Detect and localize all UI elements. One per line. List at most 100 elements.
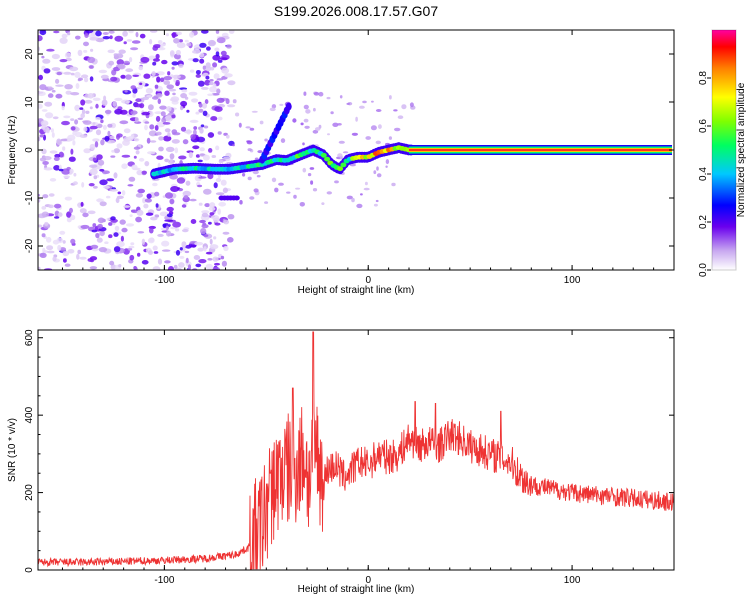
- noise-blob: [66, 217, 72, 223]
- noise-blob: [139, 33, 146, 39]
- noise-blob: [214, 47, 220, 52]
- ridge-core: [324, 156, 331, 162]
- noise-blob: [41, 233, 46, 238]
- noise-blob: [38, 136, 41, 142]
- noise-blob: [51, 67, 61, 71]
- noise-blob: [73, 172, 77, 177]
- noise-blob: [171, 114, 176, 119]
- noise-blob: [54, 203, 62, 209]
- noise-blob: [199, 58, 205, 64]
- noise-blob: [199, 219, 206, 224]
- noise-blob: [360, 193, 363, 196]
- noise-blob: [193, 255, 201, 260]
- noise-blob: [312, 129, 319, 134]
- noise-blob: [43, 126, 50, 133]
- noise-blob: [75, 35, 81, 40]
- colorbar-tick-label: 0.4: [698, 167, 709, 181]
- noise-blob: [125, 223, 135, 227]
- noise-blob: [249, 127, 255, 131]
- noise-blob: [48, 204, 54, 209]
- noise-blob: [256, 175, 261, 178]
- noise-blob: [62, 250, 70, 257]
- noise-blob: [129, 254, 135, 261]
- noise-blob: [74, 71, 81, 78]
- noise-blob: [188, 91, 198, 96]
- noise-blob: [51, 89, 56, 93]
- noise-blob: [121, 154, 131, 158]
- noise-blob: [197, 159, 203, 163]
- noise-blob: [79, 107, 84, 110]
- snr-x-tick-label: -100: [154, 575, 174, 586]
- noise-blob: [152, 245, 158, 251]
- noise-blob: [165, 33, 169, 37]
- noise-blob: [205, 75, 210, 80]
- noise-blob: [63, 115, 71, 119]
- spectrogram-y-tick-label: -10: [24, 190, 35, 205]
- noise-blob: [176, 42, 186, 49]
- noise-blob: [391, 182, 396, 187]
- noise-blob: [201, 210, 210, 214]
- noise-blob: [70, 214, 76, 221]
- spectrogram-x-tick-label: 0: [365, 275, 371, 286]
- noise-blob: [220, 50, 227, 56]
- chart-title: S199.2026.008.17.57.G07: [274, 3, 438, 19]
- noise-blob: [88, 34, 96, 38]
- noise-blob: [186, 42, 192, 47]
- noise-blob: [195, 74, 201, 78]
- noise-blob: [90, 259, 94, 263]
- noise-blob: [186, 109, 190, 113]
- noise-blob: [168, 266, 174, 270]
- noise-blob: [238, 122, 242, 128]
- noise-blob: [87, 210, 96, 215]
- noise-blob: [38, 198, 41, 203]
- noise-blob: [116, 133, 123, 138]
- spectrogram-y-label: Frequency (Hz): [7, 116, 18, 185]
- ridge-core: [340, 162, 347, 168]
- noise-blob: [166, 106, 172, 112]
- noise-blob: [239, 200, 243, 205]
- noise-blob: [213, 73, 220, 80]
- noise-blob: [110, 155, 116, 158]
- noise-blob: [95, 103, 99, 109]
- spectrogram-noise-blobs: [38, 30, 416, 270]
- noise-blob: [226, 44, 232, 49]
- noise-blob: [321, 202, 325, 206]
- noise-blob: [191, 98, 199, 103]
- noise-blob: [95, 117, 101, 121]
- noise-blob: [209, 79, 214, 82]
- noise-blob: [119, 219, 126, 225]
- noise-blob: [116, 59, 125, 66]
- noise-blob: [113, 148, 121, 154]
- noise-blob: [155, 203, 159, 208]
- noise-blob: [303, 118, 309, 123]
- noise-blob: [133, 155, 137, 159]
- noise-blob: [193, 129, 197, 136]
- noise-blob: [203, 234, 209, 237]
- noise-blob: [295, 187, 301, 190]
- noise-blob: [215, 145, 220, 151]
- noise-blob: [131, 164, 138, 171]
- noise-blob: [143, 73, 151, 79]
- noise-blob: [198, 202, 203, 206]
- noise-blob: [81, 74, 89, 79]
- noise-blob: [180, 105, 184, 111]
- noise-blob: [201, 224, 209, 229]
- noise-blob: [185, 257, 189, 264]
- noise-blob: [312, 188, 318, 192]
- noise-blob: [228, 30, 235, 34]
- noise-blob: [107, 49, 115, 54]
- noise-blob: [176, 31, 183, 36]
- noise-blob: [152, 182, 158, 187]
- noise-blob: [351, 197, 355, 203]
- noise-blob: [119, 109, 128, 115]
- noise-blob: [157, 258, 163, 265]
- noise-blob: [130, 47, 139, 51]
- noise-blob: [108, 234, 113, 239]
- noise-blob: [69, 168, 74, 174]
- noise-blob: [207, 173, 214, 180]
- noise-blob: [148, 250, 153, 255]
- noise-blob: [134, 103, 143, 108]
- noise-blob: [212, 256, 219, 262]
- noise-blob: [90, 244, 99, 249]
- noise-blob: [144, 124, 148, 131]
